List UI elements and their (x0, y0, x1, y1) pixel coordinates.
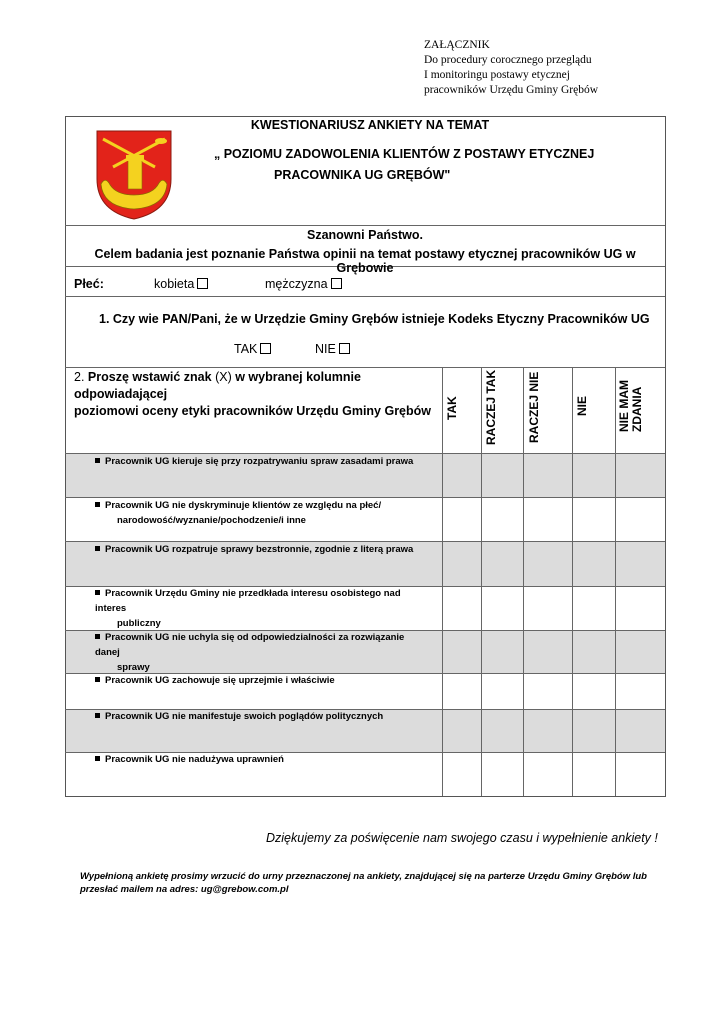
form-subtitle-2: PRACOWNIKA UG GRĘBÓW" (274, 168, 451, 182)
gender-label: Płeć: (74, 277, 104, 291)
question-1: 1. Czy wie PAN/Pani, że w Urzędzie Gminy… (99, 312, 650, 326)
footer-note-line: przesłać mailem na adres: ug@grebow.com.… (80, 884, 289, 895)
column-header-tak: TAK (445, 396, 459, 420)
option-label: TAK (234, 342, 258, 356)
attachment-line: ZAŁĄCZNIK (424, 39, 490, 51)
option-label: mężczyzna (265, 277, 328, 291)
gender-option-female[interactable]: kobieta (154, 277, 209, 291)
gender-option-male[interactable]: mężczyzna (265, 277, 342, 291)
intro-text: Celem badania jest poznanie Państwa opin… (94, 247, 636, 275)
attachment-line: pracowników Urzędu Gminy Grębów (424, 84, 599, 96)
option-label: NIE (315, 342, 336, 356)
column-header-nie-mam-zdania: NIE MAM ZDANIA (617, 380, 644, 432)
checkbox[interactable] (338, 343, 350, 354)
list-item: Pracownik UG nie uchyla się od odpowiedz… (95, 632, 405, 673)
footer-note: Wypełnioną ankietę prosimy wrzucić do ur… (80, 870, 647, 896)
attachment-note: ZAŁĄCZNIK Do procedury corocznego przegl… (424, 38, 598, 98)
q2-text: Proszę wstawić znak (87, 370, 212, 384)
column-header-nie: NIE (575, 395, 589, 416)
q2-number: 2. (74, 370, 85, 384)
list-item: Pracownik UG nie manifestuje swoich pogl… (95, 709, 430, 724)
greeting: Szanowni Państwo. (307, 228, 423, 242)
list-item: Pracownik UG nie dyskryminuje klientów z… (95, 498, 430, 528)
attachment-line: I monitoringu postawy etycznej (424, 69, 570, 81)
list-item: Pracownik Urzędu Gminy nie przedkłada in… (95, 588, 401, 629)
list-item: Pracownik UG kieruje się przy rozpatrywa… (95, 454, 430, 469)
row-shade (66, 454, 665, 497)
row-shade (66, 542, 665, 586)
footer-note-line: Wypełnioną ankietę prosimy wrzucić do ur… (80, 871, 647, 882)
coat-of-arms-logo (96, 130, 172, 220)
row-shade (66, 631, 665, 673)
q2-text: poziomowi oceny etyki pracowników Urzędu… (74, 404, 432, 418)
column-header-raczej-nie: RACZEJ NIE (527, 371, 541, 443)
q1-option-no[interactable]: NIE (315, 342, 350, 356)
q2-mark: (X) (215, 370, 232, 384)
list-item: Pracownik UG zachowuje się uprzejmie i w… (95, 673, 430, 688)
q2-text: w wybranej kolumnie odpowiadającej (74, 370, 361, 401)
checkbox[interactable] (197, 278, 209, 289)
list-item: Pracownik UG nie nadużywa uprawnień (95, 752, 430, 767)
form-title: KWESTIONARIUSZ ANKIETY NA TEMAT (250, 118, 490, 132)
thanks-text: Dziękujemy za poświęcenie nam swojego cz… (266, 831, 658, 845)
list-item: Pracownik UG rozpatruje sprawy bezstronn… (95, 542, 430, 557)
option-label: kobieta (154, 277, 195, 291)
column-header-raczej-tak: RACZEJ TAK (484, 369, 498, 445)
row-shade (66, 710, 665, 752)
question-2: 2. Proszę wstawić znak (X) w wybranej ko… (74, 369, 439, 420)
checkbox[interactable] (260, 343, 272, 354)
form-subtitle: „ POZIOMU ZADOWOLENIA KLIENTÓW Z POSTAWY… (214, 147, 595, 161)
q1-option-yes[interactable]: TAK (234, 342, 272, 356)
attachment-line: Do procedury corocznego przeglądu (424, 54, 592, 66)
checkbox[interactable] (330, 278, 342, 289)
form-table (65, 116, 666, 797)
